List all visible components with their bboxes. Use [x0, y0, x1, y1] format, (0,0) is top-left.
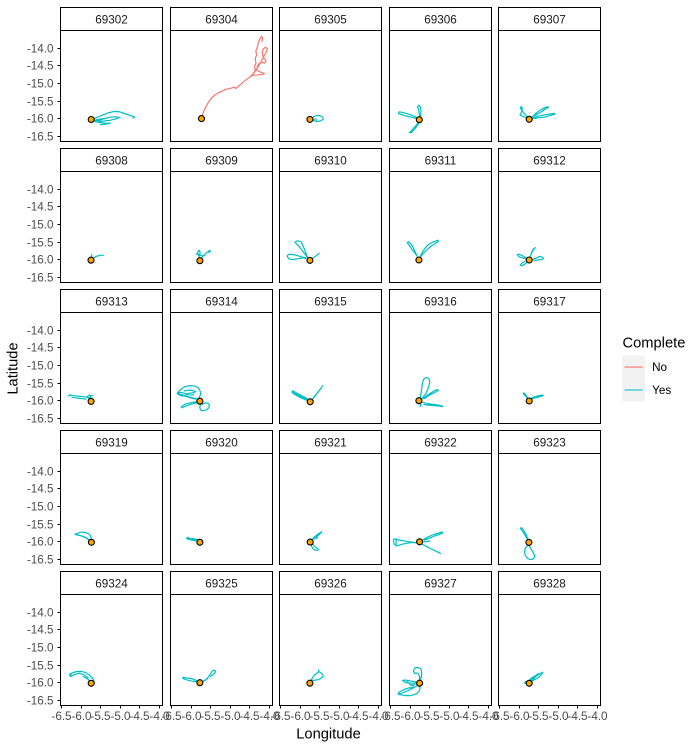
- svg-text:-15.5: -15.5: [27, 237, 54, 250]
- svg-text:-15.5: -15.5: [27, 96, 54, 109]
- svg-text:69310: 69310: [314, 154, 347, 167]
- svg-text:-5.5: -5.5: [419, 710, 440, 723]
- svg-text:No: No: [652, 361, 667, 374]
- svg-text:69304: 69304: [205, 13, 238, 26]
- svg-text:-4.5: -4.5: [458, 710, 479, 723]
- svg-text:-15.0: -15.0: [27, 78, 54, 91]
- svg-text:69319: 69319: [95, 436, 128, 449]
- svg-text:-15.5: -15.5: [27, 660, 54, 673]
- svg-text:-5.5: -5.5: [90, 710, 111, 723]
- svg-text:69313: 69313: [95, 295, 128, 308]
- svg-text:-15.5: -15.5: [27, 519, 54, 532]
- svg-text:-6.5: -6.5: [51, 710, 72, 723]
- svg-text:69306: 69306: [424, 13, 457, 26]
- svg-text:-4.5: -4.5: [129, 710, 150, 723]
- svg-text:Longitude: Longitude: [296, 727, 361, 743]
- svg-text:Latitude: Latitude: [6, 342, 22, 394]
- svg-text:69315: 69315: [314, 295, 347, 308]
- svg-text:-16.0: -16.0: [27, 395, 54, 408]
- svg-text:-14.0: -14.0: [27, 325, 54, 338]
- svg-text:-6.0: -6.0: [400, 710, 421, 723]
- svg-text:-14.0: -14.0: [27, 43, 54, 56]
- svg-text:-16.0: -16.0: [27, 113, 54, 126]
- svg-text:69321: 69321: [314, 436, 347, 449]
- svg-text:-15.0: -15.0: [27, 219, 54, 232]
- svg-text:-4.0: -4.0: [368, 710, 389, 723]
- svg-text:Yes: Yes: [652, 384, 671, 397]
- svg-text:-5.0: -5.0: [110, 710, 131, 723]
- svg-text:Complete: Complete: [623, 336, 686, 352]
- svg-text:-16.5: -16.5: [27, 413, 54, 426]
- svg-text:-14.5: -14.5: [27, 60, 54, 73]
- svg-text:69309: 69309: [205, 154, 238, 167]
- svg-text:-5.0: -5.0: [220, 710, 241, 723]
- svg-text:69322: 69322: [424, 436, 457, 449]
- svg-text:-16.5: -16.5: [27, 554, 54, 567]
- svg-text:-14.5: -14.5: [27, 483, 54, 496]
- svg-text:-4.0: -4.0: [259, 710, 280, 723]
- svg-text:-6.5: -6.5: [489, 710, 510, 723]
- svg-text:69324: 69324: [95, 577, 128, 590]
- svg-text:-6.0: -6.0: [71, 710, 92, 723]
- svg-text:-14.0: -14.0: [27, 184, 54, 197]
- svg-text:-6.0: -6.0: [290, 710, 311, 723]
- svg-text:-15.0: -15.0: [27, 501, 54, 514]
- svg-text:-16.0: -16.0: [27, 536, 54, 549]
- svg-text:-15.5: -15.5: [27, 378, 54, 391]
- svg-text:-4.5: -4.5: [567, 710, 588, 723]
- svg-text:69305: 69305: [314, 13, 347, 26]
- svg-text:-14.0: -14.0: [27, 607, 54, 620]
- svg-text:-4.0: -4.0: [587, 710, 608, 723]
- svg-text:69316: 69316: [424, 295, 457, 308]
- svg-text:-15.0: -15.0: [27, 642, 54, 655]
- svg-text:-14.0: -14.0: [27, 466, 54, 479]
- svg-text:-16.5: -16.5: [27, 695, 54, 708]
- svg-text:69311: 69311: [425, 154, 457, 167]
- svg-text:69328: 69328: [533, 577, 566, 590]
- svg-text:-4.5: -4.5: [348, 710, 369, 723]
- svg-text:-6.5: -6.5: [380, 710, 401, 723]
- svg-text:-16.5: -16.5: [27, 131, 54, 144]
- svg-text:-5.0: -5.0: [439, 710, 460, 723]
- svg-text:69325: 69325: [205, 577, 238, 590]
- svg-text:-4.0: -4.0: [149, 710, 170, 723]
- svg-text:-5.5: -5.5: [528, 710, 549, 723]
- svg-text:-5.5: -5.5: [200, 710, 221, 723]
- svg-text:-6.5: -6.5: [161, 710, 182, 723]
- svg-text:69317: 69317: [533, 295, 566, 308]
- svg-text:-14.5: -14.5: [27, 624, 54, 637]
- svg-text:-14.5: -14.5: [27, 342, 54, 355]
- svg-text:-15.0: -15.0: [27, 360, 54, 373]
- svg-text:69308: 69308: [95, 154, 128, 167]
- svg-text:-16.0: -16.0: [27, 677, 54, 690]
- svg-text:-4.0: -4.0: [478, 710, 499, 723]
- svg-text:-14.5: -14.5: [27, 201, 54, 214]
- svg-text:69323: 69323: [533, 436, 566, 449]
- svg-text:-16.0: -16.0: [27, 254, 54, 267]
- svg-text:69314: 69314: [205, 295, 238, 308]
- svg-text:69302: 69302: [95, 13, 128, 26]
- svg-text:-16.5: -16.5: [27, 272, 54, 285]
- svg-text:69312: 69312: [533, 154, 566, 167]
- svg-text:-5.0: -5.0: [548, 710, 569, 723]
- svg-text:69320: 69320: [205, 436, 238, 449]
- svg-text:-4.5: -4.5: [239, 710, 260, 723]
- svg-text:-6.0: -6.0: [509, 710, 530, 723]
- svg-text:-6.0: -6.0: [181, 710, 202, 723]
- svg-text:69307: 69307: [533, 13, 566, 26]
- svg-text:-6.5: -6.5: [270, 710, 291, 723]
- svg-text:69326: 69326: [314, 577, 347, 590]
- svg-text:-5.0: -5.0: [329, 710, 350, 723]
- svg-text:69327: 69327: [424, 577, 457, 590]
- svg-text:-5.5: -5.5: [309, 710, 330, 723]
